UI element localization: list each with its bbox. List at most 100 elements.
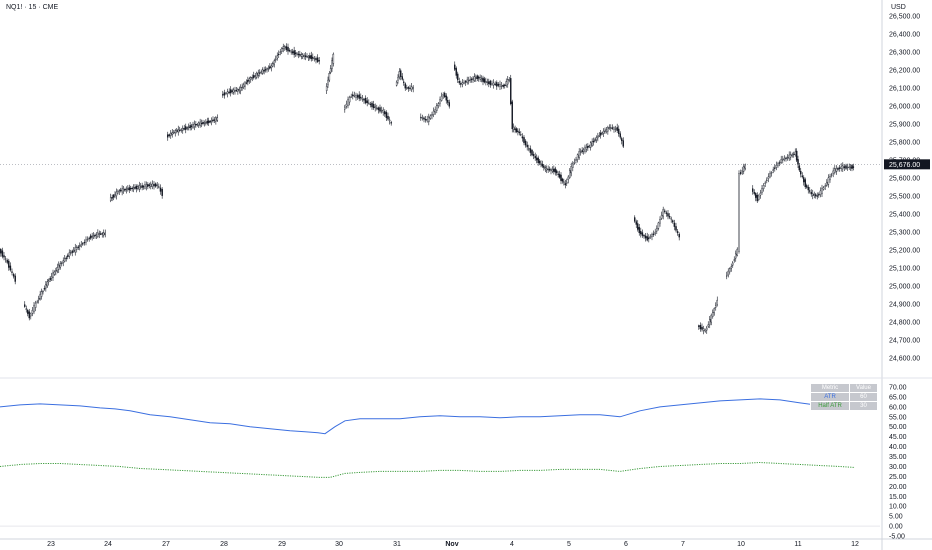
candle-body [461, 82, 464, 85]
candle-body [68, 252, 70, 257]
candle-body [455, 68, 458, 76]
candle-body [752, 188, 754, 192]
candle-body [282, 46, 285, 49]
candle-body [840, 166, 842, 169]
indicator-tick-label: 10.00 [889, 504, 907, 511]
candle-body [287, 46, 289, 52]
price-tick-label: 26,500.00 [889, 14, 920, 21]
candle-body [437, 103, 440, 106]
candle-body [788, 154, 790, 160]
time-tick-label: 5 [567, 541, 571, 548]
candle-body [514, 128, 516, 130]
candle-body [502, 84, 504, 87]
candle-body [531, 150, 533, 156]
candle-body [604, 130, 606, 133]
candle-body [643, 235, 645, 237]
candle-body [199, 121, 201, 126]
candle-body [429, 115, 432, 119]
price-tick-label: 24,800.00 [889, 320, 920, 327]
candle-body [273, 60, 276, 65]
candle-body [420, 116, 422, 119]
candle-body [798, 165, 801, 171]
candle-body [183, 128, 185, 130]
candle-body [168, 134, 170, 136]
price-tick-label: 26,100.00 [889, 86, 920, 93]
candle-body [306, 56, 308, 58]
candle-body [156, 184, 158, 186]
indicator-tick-label: 65.00 [889, 394, 907, 401]
candle-body [203, 122, 206, 124]
candle-body [363, 98, 365, 101]
candle-body [374, 106, 376, 109]
candle-body [494, 83, 496, 85]
candle-body [803, 177, 805, 183]
candle-body [483, 78, 486, 83]
candle-body [285, 46, 288, 50]
candle-body [401, 76, 404, 80]
candle-body [9, 265, 12, 271]
candle-body [753, 192, 756, 194]
candle-body [360, 96, 362, 99]
candle-body [25, 308, 28, 310]
candle-body [104, 232, 106, 235]
candle-body [848, 166, 850, 168]
candle-body [826, 181, 828, 186]
price-tick-label: 26,300.00 [889, 50, 920, 57]
candle-body [327, 79, 329, 86]
candle-body [6, 259, 8, 263]
candle-body [838, 167, 841, 169]
candle-body [488, 81, 490, 84]
candle-body [698, 325, 700, 327]
candle-body [142, 186, 145, 188]
candle-body [390, 122, 392, 124]
candle-body [395, 81, 398, 86]
candle-body [521, 136, 524, 139]
candle-body [756, 194, 759, 202]
candle-body [822, 187, 825, 190]
candle-body [475, 77, 477, 79]
candle-body [529, 148, 532, 153]
candle-body [743, 166, 745, 172]
candle-body [445, 95, 448, 101]
candle-body [801, 175, 804, 178]
candle-body [611, 127, 614, 129]
indicator-tick-label: 55.00 [889, 414, 907, 421]
candle-body [125, 188, 128, 191]
candle-body [834, 168, 836, 173]
indicator-tick-label: -5.00 [889, 534, 905, 541]
candle-body [312, 56, 314, 59]
current-price-label: 25,676.00 [889, 162, 920, 169]
candle-body [665, 212, 668, 214]
price-tick-label: 25,600.00 [889, 176, 920, 183]
candle-body [361, 97, 364, 100]
candle-body [369, 103, 372, 106]
candle-body [584, 146, 586, 152]
candle-body [39, 294, 41, 300]
metrics-atr-value: 60 [849, 392, 878, 402]
candle-body [508, 79, 511, 81]
candle-body [137, 186, 139, 189]
indicator-tick-label: 0.00 [889, 524, 903, 531]
candle-body [504, 84, 506, 86]
candle-body [127, 188, 129, 190]
half-atr-line [0, 461, 856, 478]
candle-body [492, 82, 495, 86]
candle-body [541, 163, 544, 167]
candle-body [83, 242, 86, 244]
candle-body [329, 68, 332, 73]
candle-body [195, 124, 197, 126]
candle-body [307, 56, 310, 58]
candle-body [500, 85, 503, 87]
candle-body [138, 185, 141, 190]
candle-body [150, 183, 152, 187]
candle-body [384, 111, 386, 115]
candle-body [613, 127, 615, 130]
time-tick-label: 31 [393, 541, 401, 548]
metrics-header-metric: Metric [809, 383, 851, 393]
symbol-title[interactable]: NQ1! · 15 · CME [6, 4, 59, 11]
candle-body [270, 65, 273, 69]
candle-body [200, 122, 203, 125]
candle-body [622, 140, 625, 147]
price-tick-label: 25,000.00 [889, 284, 920, 291]
